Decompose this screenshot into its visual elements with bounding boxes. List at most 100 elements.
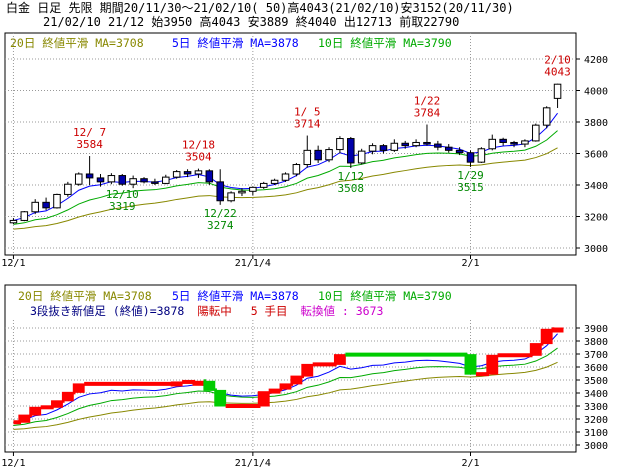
candle-body xyxy=(172,171,181,178)
high-annotation-value: 3504 xyxy=(185,151,212,164)
top-y-tick-label: 3600 xyxy=(584,150,608,161)
candle xyxy=(205,169,214,185)
candle xyxy=(499,137,507,146)
candle xyxy=(53,193,61,209)
bottom-y-tick-label: 3000 xyxy=(584,441,608,452)
candle xyxy=(96,173,105,187)
candle xyxy=(227,191,235,203)
high-annotation-value: 3714 xyxy=(294,118,321,131)
candle xyxy=(151,178,159,185)
candle-body xyxy=(227,192,235,202)
candle xyxy=(466,150,475,167)
candle-body xyxy=(532,124,540,142)
candle xyxy=(336,136,344,154)
candle-body xyxy=(151,181,159,184)
candle xyxy=(118,173,127,186)
candle-body xyxy=(390,142,399,151)
candle-body xyxy=(477,148,486,163)
legend-ma20: 20日 終値平滑 MA=3708 xyxy=(10,36,144,50)
candle-body xyxy=(85,173,94,179)
candle-body xyxy=(129,178,137,185)
bottom-x-tick-label: 12/1 xyxy=(1,458,25,469)
new-price-brick xyxy=(301,363,314,377)
candle-body xyxy=(542,107,551,126)
candle-body xyxy=(140,178,148,183)
high-annotation-value: 3784 xyxy=(414,107,441,120)
new-price-brick xyxy=(192,380,205,386)
top-chart-frame xyxy=(4,32,577,256)
kagi-label-state: 陽転中 xyxy=(197,304,232,318)
low-annotation-value: 3274 xyxy=(207,219,234,232)
candle-body xyxy=(194,170,203,175)
candle xyxy=(162,174,170,185)
header-line-2: 21/02/10 21/12 始3950 高4043 安3889 終4040 出… xyxy=(43,15,460,29)
new-price-brick xyxy=(464,354,477,375)
candle xyxy=(314,145,322,163)
low-annotation-date: 1/29 xyxy=(457,169,484,182)
top-x-tick-label: 21/1/4 xyxy=(235,258,271,269)
candle-body xyxy=(336,138,344,151)
low-annotation-date: 1/12 xyxy=(338,170,365,183)
bottom-y-tick-label: 3100 xyxy=(584,428,608,439)
candle-body xyxy=(118,175,127,185)
candle xyxy=(455,147,464,156)
candle xyxy=(107,173,116,185)
candle xyxy=(390,139,399,152)
candle-body xyxy=(20,211,29,221)
candle-body xyxy=(434,143,442,148)
candle xyxy=(444,144,453,153)
bottom-ma5-line xyxy=(13,333,558,423)
candle-body xyxy=(42,201,50,209)
candle-body xyxy=(488,138,497,150)
candle xyxy=(510,140,518,148)
candle xyxy=(532,123,540,142)
legend-ma5: 5日 終値平滑 MA=3878 xyxy=(172,36,299,50)
candle xyxy=(325,147,333,163)
new-price-brick xyxy=(540,328,553,345)
candle xyxy=(368,143,377,155)
top-y-tick-label: 3800 xyxy=(584,118,608,129)
low-annotation-date: 12/10 xyxy=(106,188,139,201)
new-price-brick xyxy=(333,354,346,365)
bottom-x-axis: 12/1 21/1/4 2/1 xyxy=(1,452,480,469)
new-price-brick xyxy=(257,391,270,407)
bottom-y-tick-label: 3500 xyxy=(584,376,608,387)
bottom-chart-frame xyxy=(4,284,577,453)
bottom-moving-averages xyxy=(13,333,558,430)
top-x-tick-label: 2/1 xyxy=(461,258,479,269)
bottom-y-tick-label: 3400 xyxy=(584,389,608,400)
candle xyxy=(9,218,18,225)
top-y-tick-label: 3000 xyxy=(584,244,608,255)
candle-body xyxy=(314,149,322,161)
candle-body xyxy=(238,190,246,194)
candle-body xyxy=(74,173,83,185)
candle-body xyxy=(107,175,116,183)
legend2-ma5: 5日 終値平滑 MA=3878 xyxy=(172,289,299,303)
candle xyxy=(140,177,148,184)
new-price-bricks xyxy=(13,327,564,425)
candle xyxy=(281,172,290,182)
candle-body xyxy=(64,183,72,195)
candle xyxy=(347,136,355,168)
new-price-brick xyxy=(214,389,227,407)
candle xyxy=(238,188,246,197)
high-annotation-value: 4043 xyxy=(544,66,571,79)
candle xyxy=(357,148,366,165)
bottom-ma20-line xyxy=(13,361,558,430)
candle xyxy=(270,178,279,185)
candle-body xyxy=(303,149,312,166)
new-price-brick xyxy=(279,383,292,390)
low-annotation-value: 3508 xyxy=(338,182,365,195)
top-y-tick-label: 4200 xyxy=(584,55,608,66)
candle xyxy=(521,139,529,148)
high-annotation-date: 1/ 5 xyxy=(294,106,321,119)
new-price-brick xyxy=(290,375,303,385)
candle-body xyxy=(347,138,355,164)
candle-body xyxy=(368,145,377,152)
new-price-brick xyxy=(51,400,63,408)
candle xyxy=(412,139,420,148)
candle-body xyxy=(9,219,18,224)
low-annotation-value: 3515 xyxy=(457,181,484,194)
candle xyxy=(542,106,551,129)
